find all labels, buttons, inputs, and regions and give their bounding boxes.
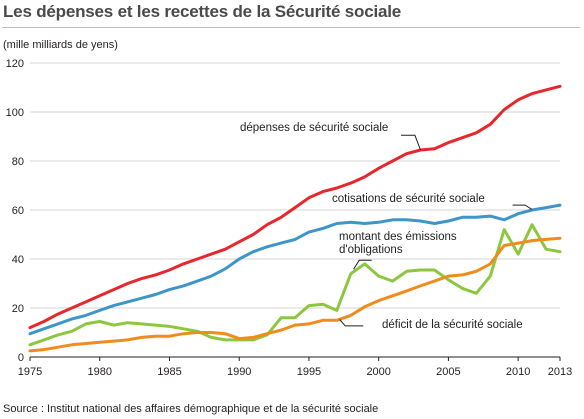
y-tick-label: 120 bbox=[6, 58, 24, 70]
series-1 bbox=[28, 203, 562, 336]
x-tick-label: 2000 bbox=[366, 366, 390, 378]
annotation-1: cotisations de sécurité sociale bbox=[332, 193, 533, 210]
x-tick-label: 1990 bbox=[227, 366, 251, 378]
y-tick-label: 80 bbox=[12, 156, 24, 168]
chart-title: Les dépenses et les recettes de la Sécur… bbox=[3, 2, 402, 21]
leader-line bbox=[401, 134, 421, 151]
series-3 bbox=[28, 236, 562, 353]
x-tick-label: 1975 bbox=[18, 366, 42, 378]
x-tick-label: 2013 bbox=[548, 366, 572, 378]
series-lines bbox=[28, 84, 562, 353]
leader-line bbox=[339, 319, 364, 327]
title-divider bbox=[2, 27, 580, 28]
annotation-0: dépenses de sécurité sociale bbox=[240, 122, 421, 151]
series-annotations: dépenses de sécurité sociale cotisations … bbox=[240, 122, 533, 331]
x-tick-label: 1985 bbox=[157, 366, 181, 378]
y-tick-label: 40 bbox=[12, 254, 24, 266]
leader-line bbox=[353, 259, 372, 270]
x-tick-label: 2010 bbox=[506, 366, 530, 378]
annotation-label: dépenses de sécurité sociale bbox=[240, 122, 388, 134]
x-tick-labels: 1975 1980 1985 1990 1995 2000 2005 2010 2013 bbox=[18, 357, 572, 378]
x-tick-label: 2005 bbox=[436, 366, 460, 378]
series-line bbox=[28, 84, 562, 330]
y-tick-label: 20 bbox=[12, 303, 24, 315]
source-note: Source : Institut national des affaires … bbox=[3, 403, 379, 415]
grid-lines bbox=[30, 62, 560, 358]
leader-line bbox=[512, 204, 533, 210]
y-axis-unit-label: (mille milliards de yens) bbox=[3, 39, 118, 51]
y-tick-labels: 0 20 40 60 80 100 120 bbox=[6, 58, 24, 364]
y-tick-label: 60 bbox=[12, 205, 24, 217]
annotation-3: déficit de la sécurité sociale bbox=[339, 319, 523, 331]
y-tick-label: 0 bbox=[18, 352, 24, 364]
annotation-label: montant des émissions bbox=[339, 231, 457, 243]
annotation-label: d'obligations bbox=[339, 244, 403, 256]
x-tick-label: 1995 bbox=[297, 366, 321, 378]
x-tick-label: 1980 bbox=[87, 366, 111, 378]
annotation-label: cotisations de sécurité sociale bbox=[332, 193, 485, 205]
annotation-label: déficit de la sécurité sociale bbox=[382, 319, 523, 331]
series-0 bbox=[28, 84, 562, 330]
y-tick-label: 100 bbox=[6, 107, 24, 119]
series-line bbox=[28, 236, 562, 353]
